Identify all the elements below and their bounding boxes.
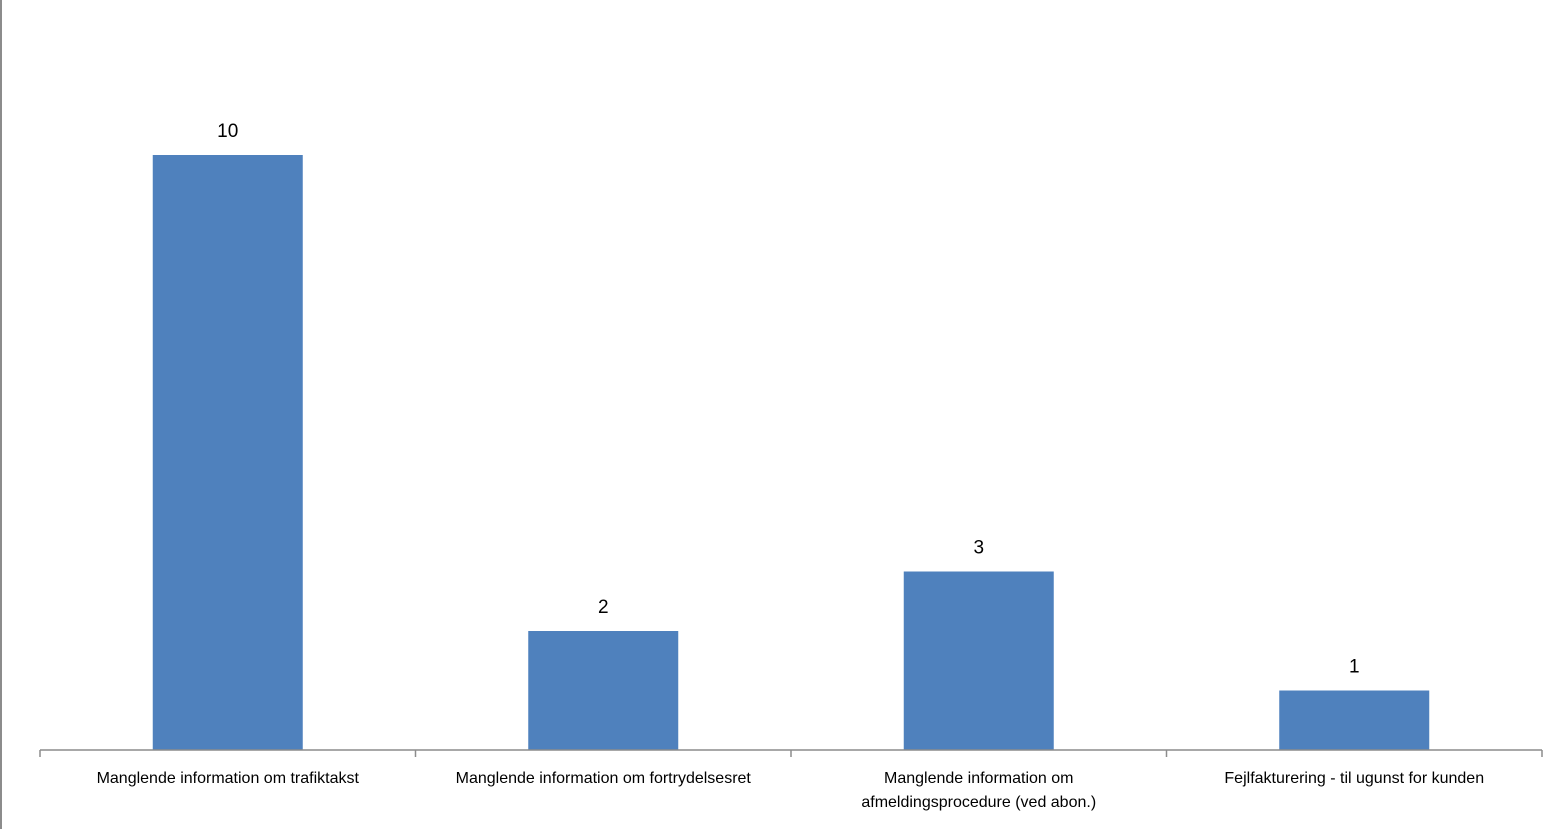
- x-axis-ticks: [39, 750, 1543, 757]
- x-axis-tick-labels: Manglende information om trafiktakst Mang…: [97, 770, 1485, 811]
- data-label: 2: [598, 597, 609, 618]
- x-tick-label: Manglende information om trafiktakst: [97, 770, 360, 787]
- bar: [152, 155, 303, 750]
- bar: [528, 631, 679, 750]
- data-label: 10: [217, 121, 238, 142]
- bar: [903, 571, 1054, 750]
- x-tick-label: Manglende information om fortrydelsesret: [456, 770, 752, 787]
- data-label: 3: [973, 538, 984, 559]
- data-label: 1: [1349, 657, 1360, 678]
- x-tick-label: Fejlfakturering - til ugunst for kunden: [1224, 770, 1484, 787]
- bar: [1279, 690, 1430, 750]
- bars-layer: [152, 155, 1430, 750]
- x-tick-label: Manglende information om: [884, 770, 1073, 787]
- x-tick-label: afmeldingsprocedure (ved abon.): [861, 794, 1096, 811]
- data-labels-layer: 10 2 3 1: [217, 121, 1359, 678]
